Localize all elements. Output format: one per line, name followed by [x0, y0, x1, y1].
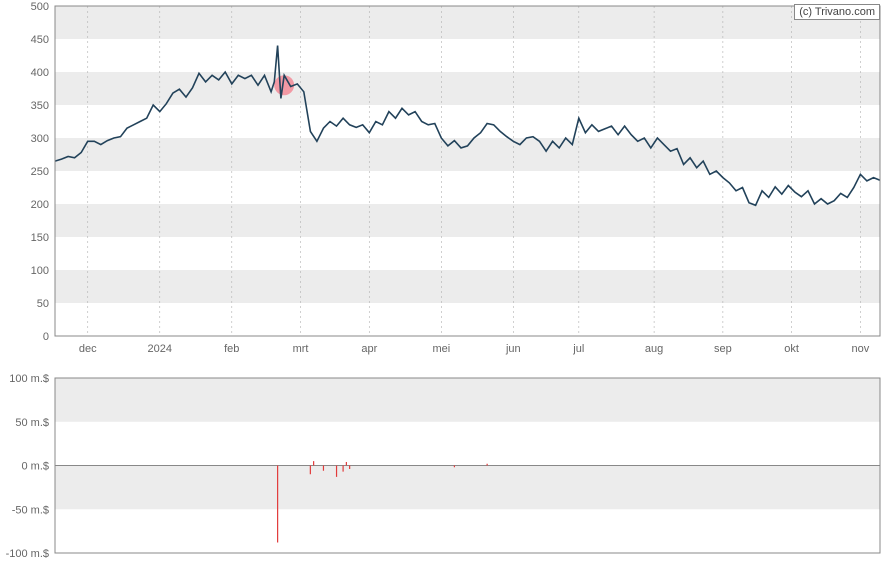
volume-grid-band [55, 466, 880, 510]
price-xtick-label: okt [784, 343, 799, 355]
price-ytick-label: 500 [31, 1, 49, 13]
volume-ytick-label: 100 m.$ [9, 373, 49, 385]
price-xtick-label: aug [645, 343, 663, 355]
volume-ytick-label: 0 m.$ [21, 461, 49, 473]
price-xtick-label: mei [432, 343, 450, 355]
price-xtick-label: dec [79, 343, 97, 355]
price-grid-band [55, 138, 880, 171]
chart-container: (c) Trivano.com 0 50 100 150 200 250 300 350 400… [0, 0, 888, 565]
price-ytick-label: 350 [31, 100, 49, 112]
price-ytick-label: 400 [31, 67, 49, 79]
volume-chart: -100 m.$ -50 m.$ 0 m.$ 50 m.$ 100 m.$ [6, 373, 880, 560]
price-grid-band [55, 270, 880, 303]
price-ytick-label: 100 [31, 265, 49, 277]
price-xtick-label: apr [361, 343, 377, 355]
price-ytick-label: 50 [37, 298, 49, 310]
price-ytick-label: 0 [43, 331, 49, 343]
price-chart: 0 50 100 150 200 250 300 350 400 450 500 dec 2024 feb… [31, 1, 880, 355]
price-xtick-label: jul [572, 343, 584, 355]
price-line [55, 46, 880, 206]
price-xtick-label: mrt [293, 343, 309, 355]
volume-ytick-label: -50 m.$ [12, 504, 49, 516]
chart-svg: 0 50 100 150 200 250 300 350 400 450 500 dec 2024 feb… [0, 0, 888, 565]
watermark-label: (c) Trivano.com [794, 4, 880, 20]
volume-ytick-label: -100 m.$ [6, 548, 49, 560]
price-grid-band [55, 6, 880, 39]
price-grid-band [55, 72, 880, 105]
price-xtick-label: nov [851, 343, 869, 355]
volume-ytick-label: 50 m.$ [15, 417, 49, 429]
price-ytick-label: 450 [31, 34, 49, 46]
price-ytick-label: 250 [31, 166, 49, 178]
price-grid-band [55, 204, 880, 237]
volume-grid-band [55, 378, 880, 422]
price-ytick-label: 200 [31, 199, 49, 211]
price-xtick-label: jun [505, 343, 521, 355]
price-xtick-label: sep [714, 343, 732, 355]
price-xtick-label: feb [224, 343, 239, 355]
price-xtick-label: 2024 [148, 343, 172, 355]
price-ytick-label: 300 [31, 133, 49, 145]
price-ytick-label: 150 [31, 232, 49, 244]
